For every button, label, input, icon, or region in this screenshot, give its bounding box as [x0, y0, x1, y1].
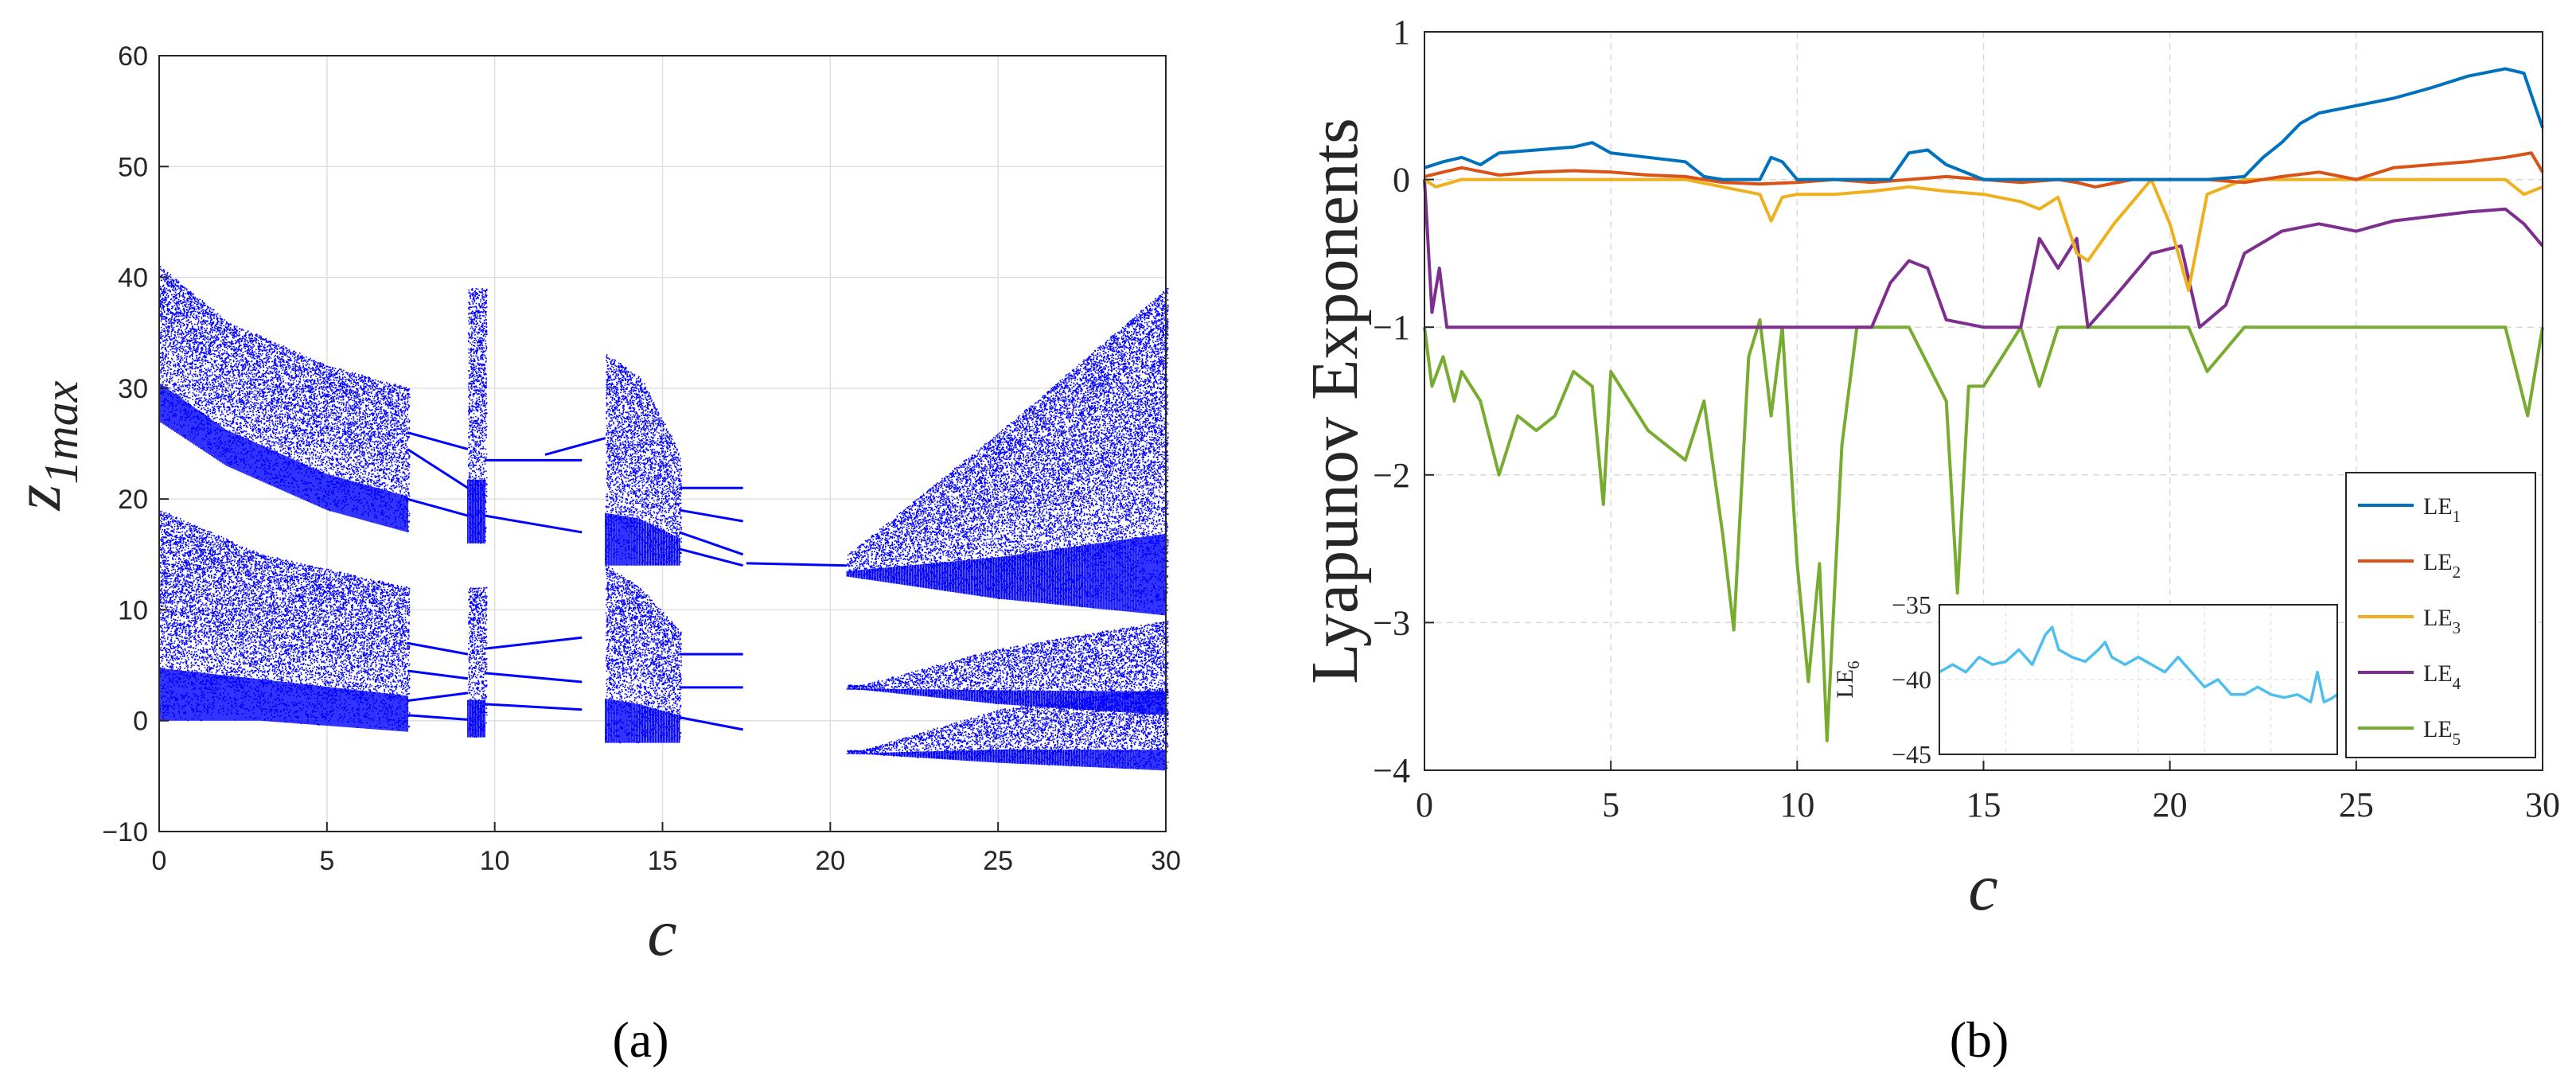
bifurcation-points — [846, 287, 1169, 771]
plot-a-ylabel-sub: 1max — [35, 380, 88, 484]
plot-b-ytick-label: −1 — [1373, 308, 1410, 347]
inset-ytick-label: −35 — [1892, 590, 1931, 619]
plot-b-xlabel: c — [1968, 851, 1997, 925]
inset-grid — [1939, 605, 2337, 754]
plot-b-xtick-label: 0 — [1416, 785, 1433, 824]
bifurcation-band — [605, 354, 683, 744]
legend-label: LE2 — [2423, 549, 2461, 582]
plot-a-xtick-label: 20 — [815, 846, 845, 876]
plot-b-ylabel: Lyapunov Exponents — [1298, 118, 1372, 684]
inset-frame — [1939, 604, 2338, 755]
plot-a-ylabel: z1max — [1, 380, 88, 511]
series-line-le3 — [1423, 177, 2543, 292]
plot-b-ytick-label: −2 — [1373, 456, 1410, 495]
plot-b-xtick-label: 30 — [2525, 785, 2560, 824]
series-line-le6 — [1939, 625, 2338, 703]
bifurcation-branch — [484, 514, 583, 534]
plot-b-xtick-label: 5 — [1602, 785, 1619, 824]
plot-b-ytick-label: −3 — [1373, 603, 1410, 642]
plot-a-ytick-label: 30 — [118, 374, 148, 404]
bifurcation-branch — [484, 703, 583, 711]
bifurcation-points — [158, 266, 411, 732]
bifurcation-band — [846, 287, 1169, 771]
plot-a-xtick-label: 25 — [983, 846, 1013, 876]
bifurcation-points — [467, 288, 488, 738]
plot-a-ytick-label: 10 — [118, 595, 148, 625]
plot-a-ytick-label: −10 — [102, 817, 148, 847]
inset-lines — [1939, 625, 2338, 703]
panel-label-a: (a) — [612, 1011, 668, 1068]
plot-a-xtick-label: 0 — [152, 846, 167, 876]
bifurcation-branch — [679, 508, 743, 523]
plot-b-xtick-label: 15 — [1966, 785, 2001, 824]
plot-a-ytick-label: 40 — [118, 263, 148, 294]
plot-b-xtick-label: 25 — [2339, 785, 2374, 824]
bifurcation-branch — [407, 714, 469, 721]
bifurcation-band — [467, 288, 488, 738]
bifurcation-branch — [407, 669, 469, 680]
bifurcation-points — [605, 354, 683, 744]
legend-label: LE3 — [2423, 605, 2461, 637]
series-line-le5 — [1423, 317, 2544, 742]
le6-inset: −35 −40 −45 LE6 — [1832, 590, 2338, 769]
plot-a-xtick-label: 30 — [1151, 846, 1181, 876]
bifurcation-branch — [679, 547, 744, 567]
bifurcation-branch — [407, 431, 469, 450]
plot-b-ytick-label: −4 — [1373, 751, 1410, 790]
bifurcation-band — [158, 266, 411, 732]
plot-a-ytick-label: 50 — [118, 152, 148, 182]
bifurcation-branch — [484, 672, 583, 684]
plot-a-xtick-label: 5 — [319, 846, 334, 876]
bifurcation-branch — [407, 641, 469, 656]
inset-ylabel-sub: 6 — [1844, 660, 1863, 669]
series-line-le1 — [1424, 67, 2544, 181]
plot-b-ytick-label: 0 — [1393, 161, 1410, 200]
inset-ticks: −35 −40 −45 — [1892, 590, 1931, 769]
series-line-le4 — [1423, 179, 2544, 329]
plot-b-ytick-label: 1 — [1393, 13, 1410, 52]
bifurcation-branch — [746, 562, 848, 567]
bifurcation-data — [158, 266, 1169, 771]
plot-b-xtick-label: 10 — [1779, 785, 1814, 824]
plot-a-ytick-label: 20 — [118, 485, 148, 515]
svg-text:z1max: z1max — [1, 380, 88, 511]
plot-a-xlabel: c — [647, 896, 676, 970]
legend-label: LE5 — [2423, 716, 2461, 749]
inset-ylabel: LE6 — [1832, 660, 1863, 698]
inset-ytick-label: −45 — [1892, 740, 1931, 769]
bifurcation-branch — [407, 497, 469, 517]
bifurcation-branch — [679, 531, 744, 556]
plot-a-ytick-label: 0 — [133, 707, 148, 737]
panel-label-b: (b) — [1950, 1011, 2009, 1068]
bifurcation-branch — [407, 448, 469, 489]
legend-label: LE4 — [2423, 660, 2461, 693]
inset-ytick-label: −40 — [1892, 665, 1931, 694]
bifurcation-branch — [544, 437, 606, 456]
inset-ylabel-main: LE — [1832, 669, 1858, 699]
bifurcation-branch — [679, 716, 743, 731]
legend: LE1 LE2 LE3 LE4 LE5 — [2345, 472, 2536, 758]
bifurcation-branch — [407, 691, 469, 703]
legend-label: LE1 — [2423, 493, 2461, 526]
plot-a-xtick-label: 15 — [648, 846, 678, 876]
plot-a-ytick-label: 60 — [118, 41, 148, 72]
plot-a-xtick-label: 10 — [480, 846, 510, 876]
lyapunov-lines — [1423, 67, 2544, 742]
bifurcation-branch — [484, 636, 583, 650]
plot-a-ylabel-main: z — [1, 485, 75, 512]
plot-b-xtick-label: 20 — [2153, 785, 2188, 824]
